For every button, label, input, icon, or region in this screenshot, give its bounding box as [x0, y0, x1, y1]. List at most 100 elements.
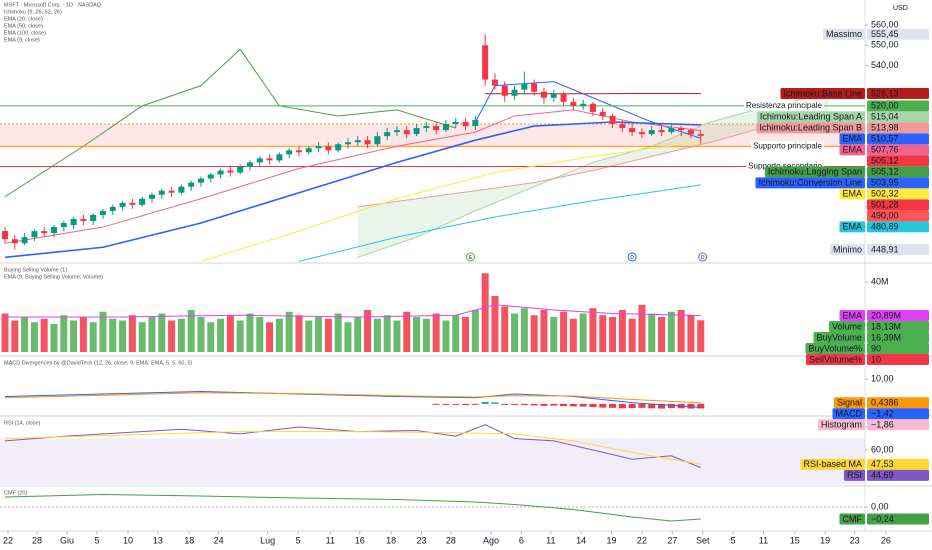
candle-body — [393, 130, 400, 133]
name-label-box — [756, 122, 865, 134]
x-tick-label: Giu — [60, 535, 74, 545]
volume-bar — [40, 318, 48, 352]
x-tick-label: Set — [696, 535, 710, 545]
volume-bar — [128, 315, 136, 352]
y-tick-label: 540,00 — [871, 60, 899, 70]
value-label-box — [867, 408, 929, 420]
volume-bar — [530, 315, 538, 352]
name-label-box — [822, 28, 865, 40]
candle-body — [501, 85, 508, 96]
candle-body — [442, 124, 449, 131]
indicator-line — [4, 493, 701, 522]
volume-bar — [658, 317, 666, 352]
value-label-box — [867, 133, 929, 145]
ema-line — [4, 121, 701, 259]
histogram-bar — [432, 403, 440, 405]
candle-body — [139, 198, 146, 205]
value-label-box — [867, 100, 929, 112]
name-label: CMF — [843, 514, 863, 524]
candle-body — [237, 166, 244, 173]
candle-body — [589, 103, 596, 112]
candle-body — [413, 128, 420, 135]
value-label: −0,24 — [871, 514, 894, 524]
x-tick-label: Lug — [260, 535, 275, 545]
candle-body — [197, 178, 204, 183]
x-tick-label: 5 — [95, 535, 100, 545]
value-label: 44,69 — [871, 470, 894, 480]
event-label: D — [701, 255, 705, 261]
event-marker — [465, 252, 475, 262]
candle-body — [21, 237, 28, 244]
histogram-bar — [501, 403, 509, 405]
volume-bar — [452, 315, 460, 352]
volume-bar — [462, 317, 470, 352]
candle-body — [188, 182, 195, 187]
candle-body — [295, 150, 302, 153]
value-label-box — [867, 87, 929, 99]
y-tick-label: 40M — [871, 276, 889, 286]
candle-body — [207, 174, 214, 179]
volume-bar — [364, 310, 372, 352]
name-label-box — [839, 309, 865, 321]
x-tick-label: 26 — [881, 535, 891, 545]
candle-body — [433, 126, 440, 131]
value-label-box — [867, 397, 929, 409]
x-tick-label: 13 — [153, 535, 163, 545]
value-label-box — [867, 199, 929, 211]
value-label-box — [867, 513, 929, 525]
indicator-legend: EMA (50, close) — [4, 23, 43, 29]
value-label-box — [867, 188, 929, 200]
volume-bar — [285, 311, 293, 352]
histogram-bar — [550, 403, 558, 406]
candle-body — [364, 140, 371, 145]
volume-bar — [177, 318, 185, 352]
value-label: 16,39M — [871, 332, 901, 342]
value-label: −1,42 — [871, 409, 894, 419]
candle-body — [658, 130, 665, 133]
candle-body — [60, 223, 67, 228]
x-tick-label: 23 — [416, 535, 426, 545]
candle-body — [668, 128, 675, 133]
value-label: 90 — [871, 343, 881, 353]
volume-bar — [187, 310, 195, 352]
candle-body — [70, 218, 77, 226]
name-label-box — [755, 177, 865, 189]
name-label: RSI-based MA — [803, 459, 862, 469]
value-label-box — [867, 342, 929, 354]
candle-body — [687, 130, 694, 135]
x-tick-label: 10 — [123, 535, 133, 545]
event-label: D — [630, 255, 634, 261]
chart-title: MSFT · Microsoft Corp. · 1D · NASDAQ — [4, 2, 102, 8]
volume-bar — [628, 318, 636, 352]
value-label: 510,57 — [871, 134, 899, 144]
candle-body — [560, 93, 567, 102]
candle-body — [452, 122, 459, 125]
candle-body — [354, 140, 361, 143]
volume-bar — [609, 317, 617, 352]
candle-body — [423, 126, 430, 129]
histogram-bar — [452, 403, 460, 405]
candle-body — [256, 158, 263, 163]
x-tick-label: 5 — [731, 535, 736, 545]
value-label-box — [867, 309, 929, 321]
candle-body — [246, 162, 253, 167]
volume-bar — [677, 310, 685, 352]
name-label: EMA — [842, 189, 862, 199]
value-label: 505,12 — [871, 167, 899, 177]
candle-body — [41, 231, 48, 234]
histogram-bar — [648, 403, 656, 409]
volume-bar — [295, 315, 303, 352]
volume-bar — [30, 322, 38, 352]
candle-body — [384, 132, 391, 137]
ema-line — [200, 141, 701, 262]
name-label-box — [839, 513, 865, 525]
value-label: 18,13M — [871, 321, 901, 331]
histogram-bar — [589, 403, 597, 408]
indicator-line — [4, 392, 701, 404]
candle-body — [570, 101, 577, 106]
x-tick-label: 6 — [519, 535, 524, 545]
volume-bar — [89, 322, 97, 352]
name-label: SellVolume% — [809, 354, 862, 364]
candle-body — [619, 124, 626, 129]
value-label: 526,13 — [871, 88, 899, 98]
